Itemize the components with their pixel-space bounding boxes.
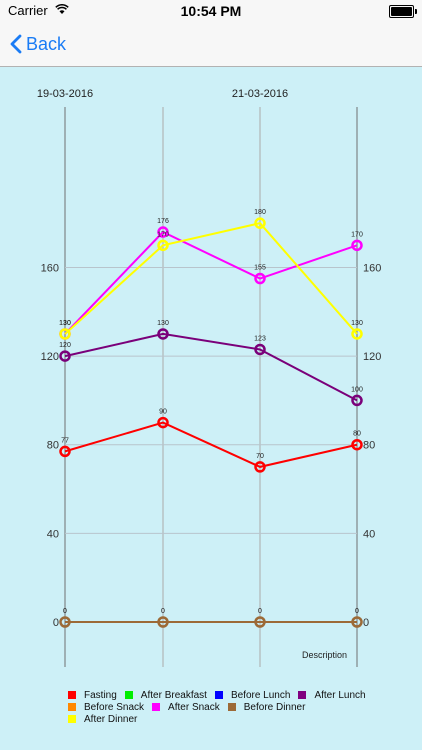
data-label: 130: [351, 320, 363, 327]
data-point: [254, 461, 266, 473]
y-tick-label-right: 40: [363, 528, 375, 540]
legend-item: After Dinner: [68, 714, 137, 725]
data-point: [157, 616, 169, 628]
legend-label: Fasting: [84, 689, 117, 701]
legend-label: Before Snack: [84, 701, 145, 713]
legend-item: Before Lunch: [214, 689, 291, 701]
legend-item: Before Snack: [68, 702, 144, 713]
data-point: [59, 616, 71, 628]
legend-row: After Dinner: [68, 713, 408, 725]
data-label: 0: [355, 608, 359, 615]
data-point: [59, 328, 71, 340]
data-point: [59, 350, 71, 362]
y-tick-label-left: 40: [47, 528, 59, 540]
legend-label: After Dinner: [84, 713, 138, 725]
legend-swatch: [152, 703, 161, 711]
data-point: [351, 239, 363, 252]
clock: 10:54 PM: [180, 3, 242, 19]
legend-label: After Lunch: [314, 689, 366, 701]
series-line: [64, 332, 358, 402]
data-label: 170: [157, 231, 169, 238]
data-label: 155: [254, 265, 266, 272]
x-axis-title: Description: [302, 650, 347, 660]
y-tick-label-right: 0: [363, 617, 369, 629]
data-point: [59, 445, 71, 458]
date-label: 19-03-2016: [37, 88, 93, 100]
legend-swatch: [68, 691, 76, 699]
data-label: 180: [254, 209, 266, 216]
data-label: 90: [159, 409, 167, 416]
y-tick-label-right: 160: [363, 262, 381, 274]
date-label: 21-03-2016: [232, 88, 288, 100]
data-point: [157, 416, 169, 429]
data-point: [351, 438, 363, 451]
legend-row: Before Snack After Snack Before Dinner: [68, 701, 408, 713]
chevron-left-icon: [10, 34, 22, 54]
data-label: 120: [59, 342, 71, 349]
status-bar: Carrier 10:54 PM: [0, 0, 422, 22]
carrier-label: Carrier: [8, 3, 48, 18]
data-label: 123: [254, 335, 266, 342]
battery-icon: [389, 5, 417, 18]
series-line: [64, 230, 358, 335]
data-label: 0: [258, 608, 262, 615]
data-label: 0: [161, 608, 165, 615]
data-label: 170: [351, 231, 363, 238]
data-label: 70: [256, 453, 264, 460]
y-tick-label-left: 160: [41, 262, 59, 274]
legend-row: Fasting After Breakfast Before Lunch After …: [68, 689, 408, 701]
legend-swatch: [68, 703, 76, 711]
data-label: 130: [59, 320, 71, 327]
data-label: 0: [63, 608, 67, 615]
data-point: [254, 272, 266, 285]
legend-label: Before Dinner: [243, 701, 306, 713]
y-tick-label-left: 120: [41, 351, 59, 363]
series-line: [64, 222, 358, 335]
data-point: [351, 616, 363, 628]
data-point: [157, 239, 169, 252]
legend-swatch: [214, 691, 223, 699]
data-label: 176: [157, 218, 169, 225]
y-tick-label-left: 0: [53, 617, 59, 629]
data-label: 80: [353, 431, 361, 438]
data-point: [254, 616, 266, 628]
data-point: [351, 394, 363, 407]
y-tick-label-right: 80: [363, 440, 375, 452]
y-tick-label-left: 80: [47, 440, 59, 452]
legend: Fasting After Breakfast Before Lunch After …: [68, 689, 408, 725]
legend-label: Before Lunch: [230, 689, 291, 701]
legend-label: After Breakfast: [140, 689, 207, 701]
legend-label: After Snack: [168, 701, 220, 713]
legend-swatch: [298, 691, 307, 699]
series-line: [64, 421, 358, 468]
legend-item: Before Dinner: [227, 701, 306, 713]
data-point: [157, 328, 169, 340]
data-point: [157, 226, 169, 238]
data-label: 77: [61, 437, 69, 444]
legend-item: After Breakfast: [124, 689, 207, 701]
data-label: 130: [157, 320, 169, 327]
chart-area: 0 0 40 40 80 80 120 120 160 160 19-03-2016 21-03-20…: [0, 67, 422, 750]
back-button[interactable]: Back: [10, 31, 66, 57]
back-label: Back: [26, 33, 67, 54]
legend-swatch: [124, 691, 133, 699]
y-tick-label-right: 120: [363, 351, 381, 363]
legend-item: After Snack: [152, 702, 220, 713]
legend-item: Fasting: [68, 690, 117, 701]
data-point: [351, 328, 363, 340]
legend-item: After Lunch: [298, 689, 366, 701]
wifi-icon: [55, 4, 69, 14]
data-point: [254, 217, 266, 229]
navigation-bar: Back: [0, 22, 422, 67]
data-label: 100: [351, 386, 363, 393]
data-label: 130: [59, 320, 71, 327]
legend-swatch: [68, 715, 76, 723]
legend-swatch: [227, 703, 236, 711]
data-point: [254, 343, 266, 356]
